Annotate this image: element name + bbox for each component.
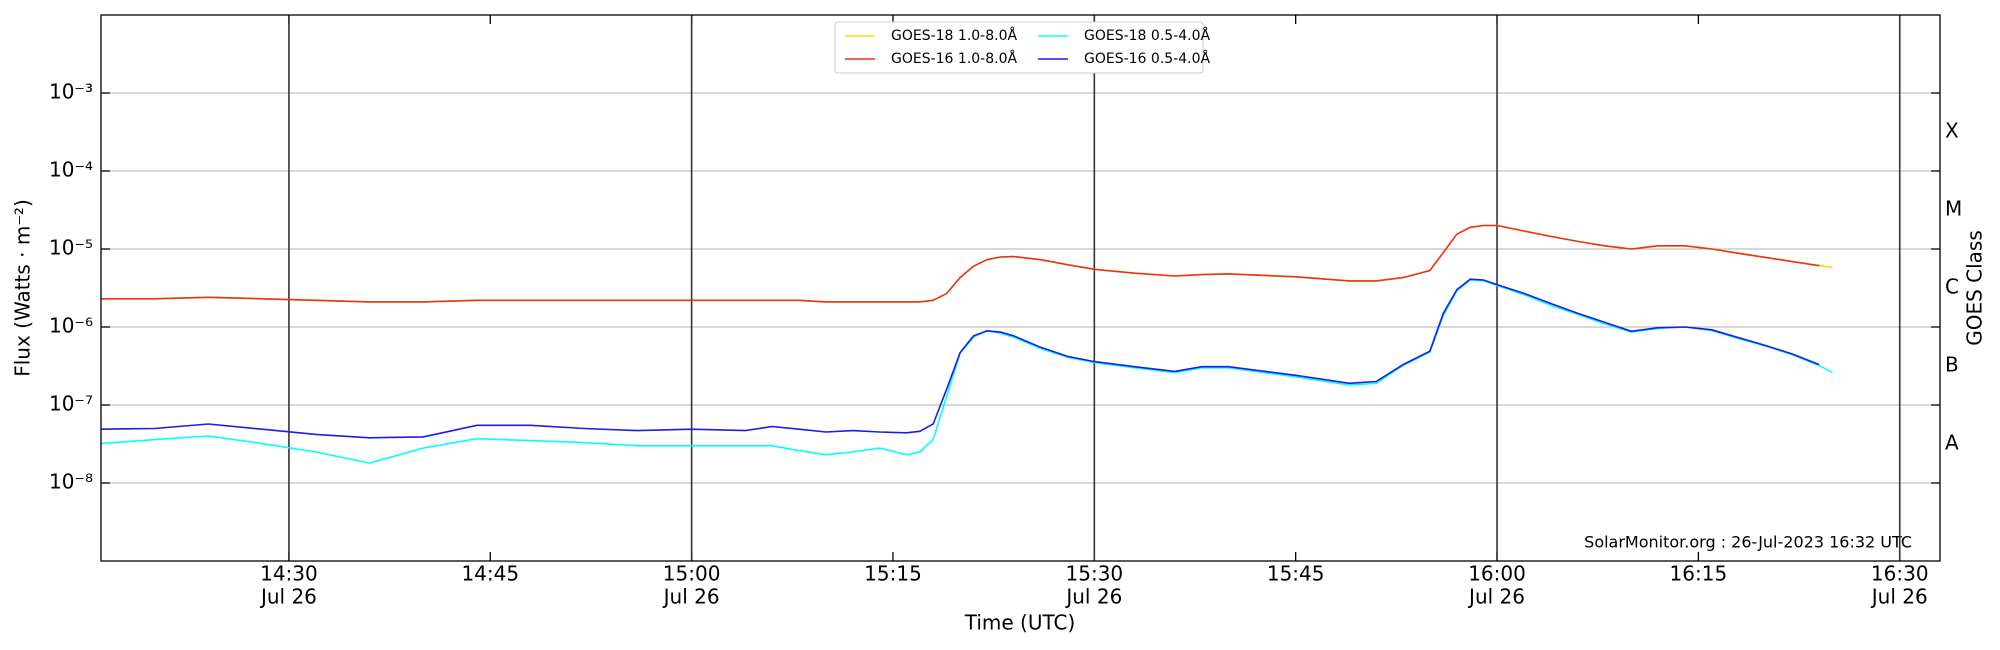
legend-label: GOES-16 1.0-8.0Å (891, 50, 1017, 67)
y-tick-label: 10⁻⁴ (49, 158, 93, 182)
y2-tick-label: C (1945, 275, 1959, 299)
series-line (101, 224, 1820, 303)
plot-frame (100, 14, 1941, 562)
y-tick-label: 10⁻⁵ (49, 236, 93, 260)
y2-tick-label: B (1945, 353, 1959, 377)
series-line (100, 278, 1820, 439)
x-tick-date: Jul 26 (1870, 585, 1928, 609)
x-tick-date: Jul 26 (1467, 585, 1525, 609)
x-tick-label: 15:15 (864, 562, 922, 586)
x-tick-date: Jul 26 (1064, 585, 1122, 609)
y2-tick-label: A (1945, 431, 1959, 455)
y-tick-label: 10⁻⁶ (49, 314, 93, 338)
y-tick-label: 10⁻³ (49, 80, 93, 104)
legend-label: GOES-18 1.0-8.0Å (891, 27, 1017, 44)
x-tick-label: 16:00 (1468, 562, 1526, 586)
x-tick-label: 15:00 (663, 562, 721, 586)
y2-tick-label: X (1945, 119, 1959, 143)
y-tick-label: 10⁻⁸ (49, 470, 93, 494)
x-tick-label: 14:30 (260, 562, 318, 586)
x-axis-label: Time (UTC) (964, 611, 1076, 635)
y-axis-label: Flux (Watts · m⁻²) (11, 199, 35, 377)
legend-box (834, 21, 1204, 74)
x-tick-label: 15:45 (1267, 562, 1325, 586)
x-tick-label: 15:30 (1066, 562, 1124, 586)
x-tick-label: 14:45 (461, 562, 519, 586)
x-tick-label: 16:15 (1670, 562, 1728, 586)
legend-label: GOES-16 0.5-4.0Å (1084, 50, 1210, 67)
x-tick-label: 16:30 (1871, 562, 1929, 586)
x-tick-date: Jul 26 (662, 585, 720, 609)
legend-label: GOES-18 0.5-4.0Å (1084, 27, 1210, 44)
annotation: SolarMonitor.org : 26-Jul-2023 16:32 UTC (1584, 533, 1912, 552)
y2-axis-label: GOES Class (1963, 230, 1987, 346)
y-tick-label: 10⁻⁷ (49, 392, 93, 416)
x-tick-date: Jul 26 (259, 585, 317, 609)
y2-tick-label: M (1945, 197, 1962, 221)
